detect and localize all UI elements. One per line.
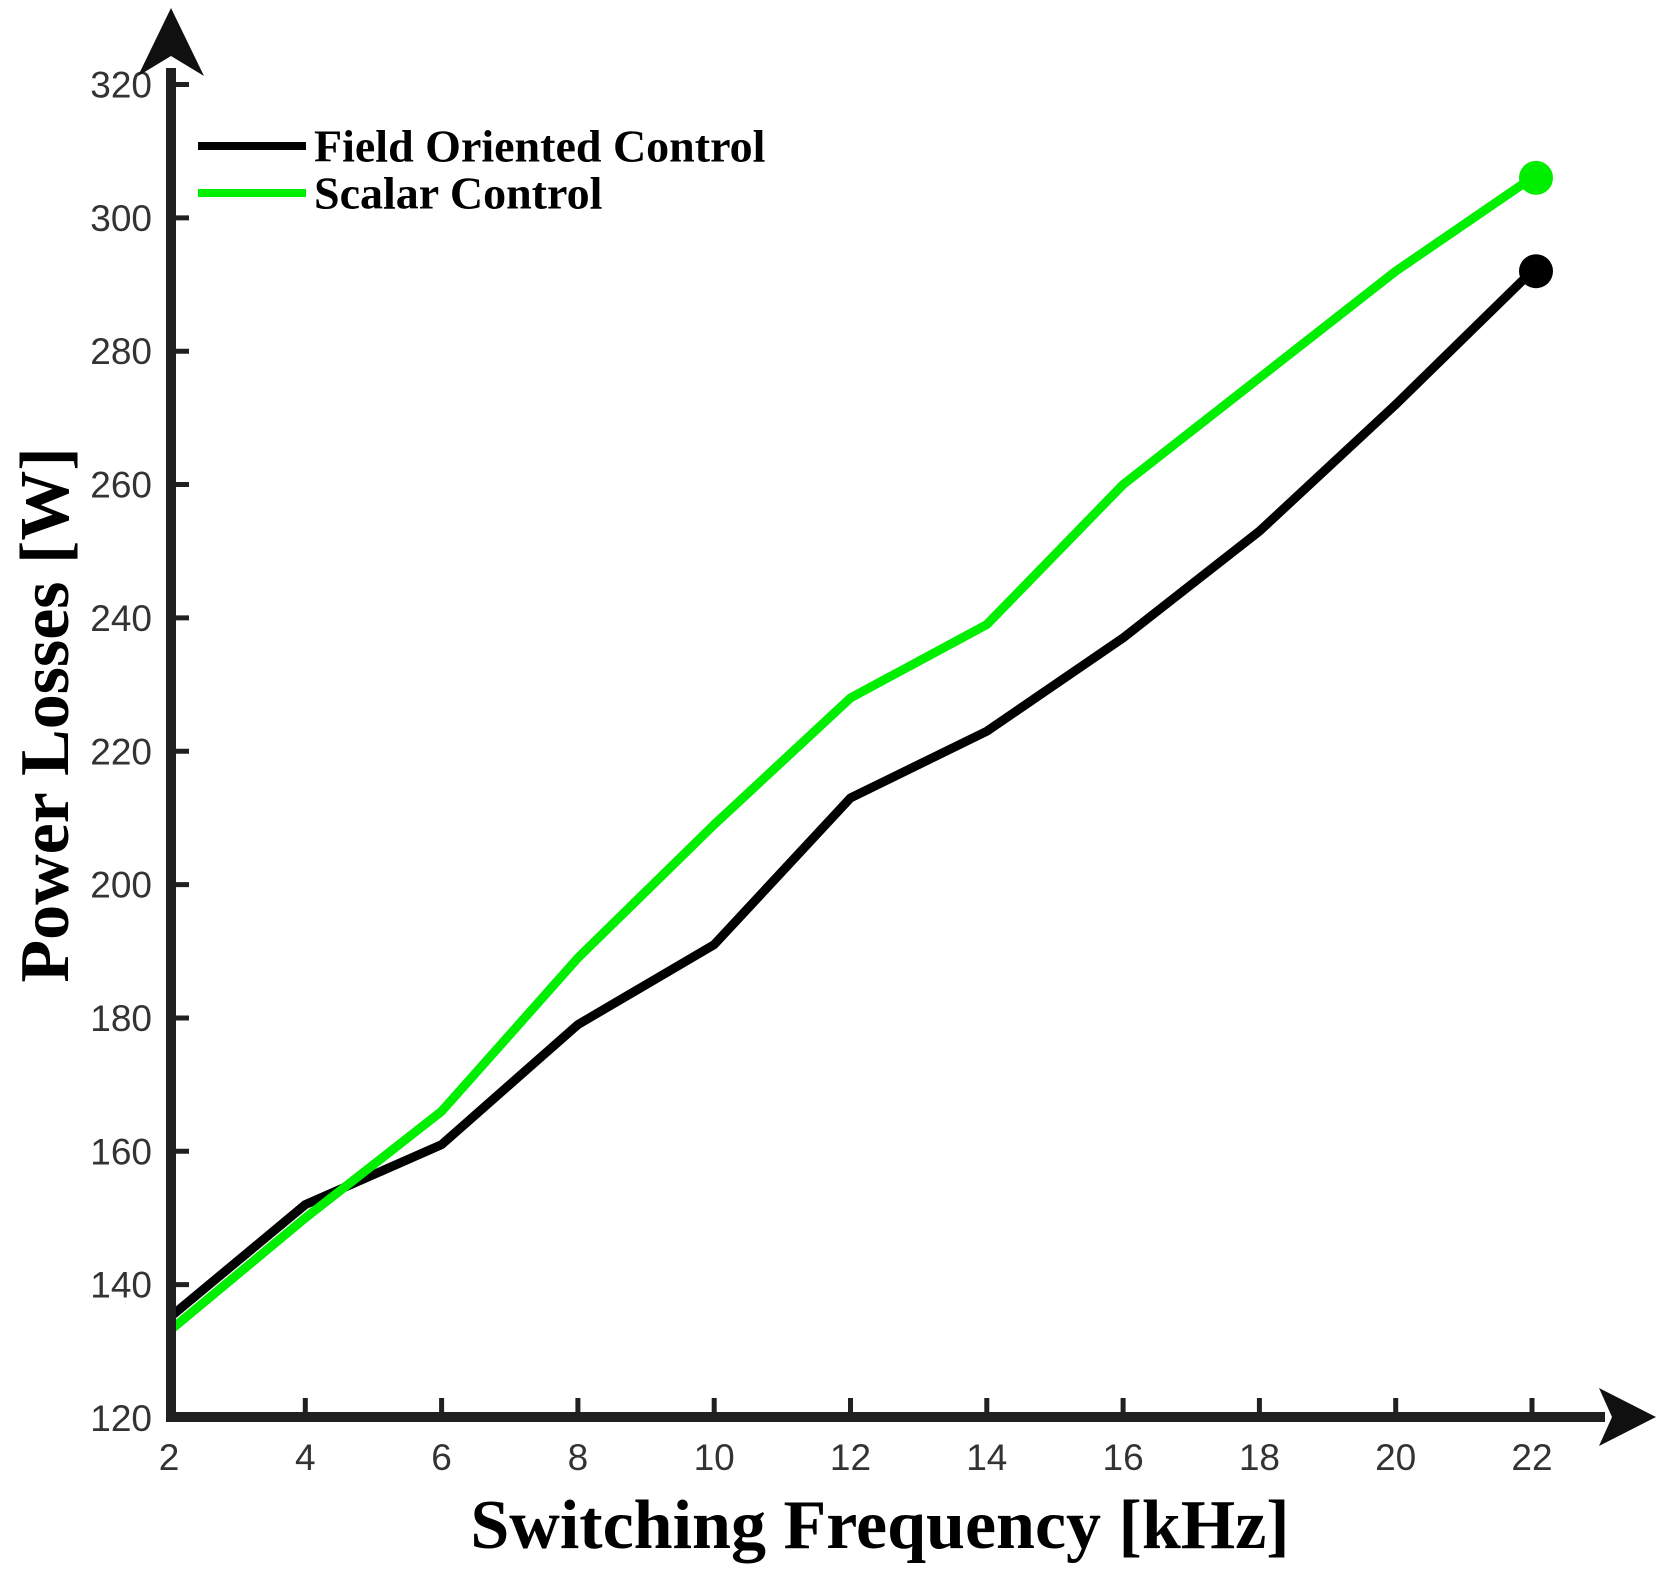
y-tick-label: 200 (90, 865, 152, 906)
x-tick-label: 2 (159, 1437, 180, 1478)
x-tick-label: 8 (568, 1437, 589, 1478)
x-tick-label: 12 (830, 1437, 871, 1478)
x-tick-label: 18 (1239, 1437, 1280, 1478)
legend-label-field-oriented-control: Field Oriented Control (314, 121, 765, 172)
x-tick-label: 20 (1375, 1437, 1416, 1478)
x-axis-arrowhead-icon (1599, 1388, 1656, 1446)
legend-label-scalar-control: Scalar Control (314, 168, 602, 219)
y-tick-label: 140 (90, 1265, 152, 1306)
y-tick-label: 220 (90, 731, 152, 772)
y-tick-label: 240 (90, 598, 152, 639)
y-tick-label: 180 (90, 998, 152, 1039)
y-tick-label: 120 (90, 1398, 152, 1439)
y-axis-label: Power Losses [W] (7, 447, 84, 982)
x-tick-label: 16 (1103, 1437, 1144, 1478)
series-end-marker-scalar-control (1519, 160, 1553, 195)
x-axis-label: Switching Frequency [kHz] (470, 1487, 1289, 1564)
y-axis-arrowhead-icon (138, 8, 204, 76)
y-tick-label: 260 (90, 465, 152, 506)
series-line-field-oriented-control (166, 267, 1536, 1322)
x-tick-label: 4 (295, 1437, 316, 1478)
y-tick-label: 300 (90, 198, 152, 239)
x-tick-label: 6 (431, 1437, 452, 1478)
series-end-marker-field-oriented-control (1519, 254, 1553, 289)
x-tick-label: 22 (1511, 1437, 1552, 1478)
series-line-scalar-control (166, 174, 1535, 1335)
y-tick-label: 160 (90, 1131, 152, 1172)
x-tick-label: 14 (966, 1437, 1007, 1478)
x-tick-label: 10 (694, 1437, 735, 1478)
y-tick-label: 280 (90, 331, 152, 372)
